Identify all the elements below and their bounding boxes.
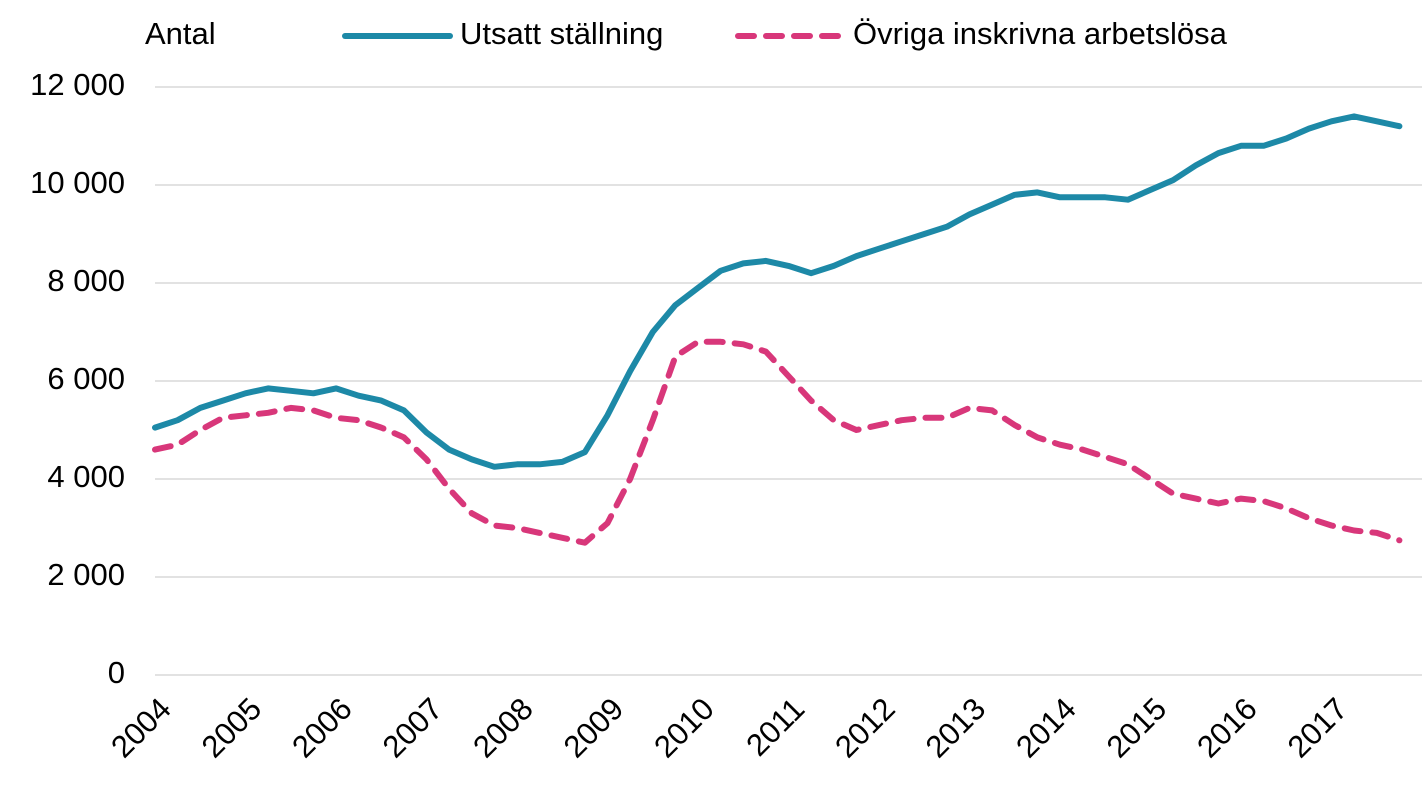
series-line [152, 113, 1403, 470]
x-tick-label: 2009 [557, 691, 631, 765]
x-tick-label: 2010 [647, 691, 721, 765]
y-axis-label: Antal [145, 16, 216, 51]
y-tick-label: 2 000 [47, 557, 125, 592]
y-tick-label: 0 [108, 655, 125, 690]
y-tick-label: 12 000 [30, 67, 125, 102]
x-tick-label: 2016 [1190, 691, 1264, 765]
x-tick-label: 2017 [1281, 691, 1355, 765]
x-tick-label: 2008 [466, 691, 540, 765]
x-tick-label: 2014 [1009, 691, 1083, 765]
x-tick-label: 2015 [1100, 691, 1174, 765]
legend-label: Övriga inskrivna arbetslösa [853, 16, 1228, 51]
legend-label: Utsatt ställning [460, 16, 663, 51]
x-tick-label: 2007 [376, 691, 450, 765]
series-line [152, 338, 1403, 546]
x-tick-label: 2004 [104, 691, 178, 765]
x-tick-label: 2013 [919, 691, 993, 765]
y-tick-label: 4 000 [47, 459, 125, 494]
y-tick-label: 8 000 [47, 263, 125, 298]
x-tick-label: 2012 [828, 691, 902, 765]
x-tick-label: 2006 [285, 691, 359, 765]
x-tick-label: 2005 [195, 691, 269, 765]
y-tick-label: 10 000 [30, 165, 125, 200]
y-tick-label: 6 000 [47, 361, 125, 396]
x-tick-label: 2011 [739, 691, 811, 763]
